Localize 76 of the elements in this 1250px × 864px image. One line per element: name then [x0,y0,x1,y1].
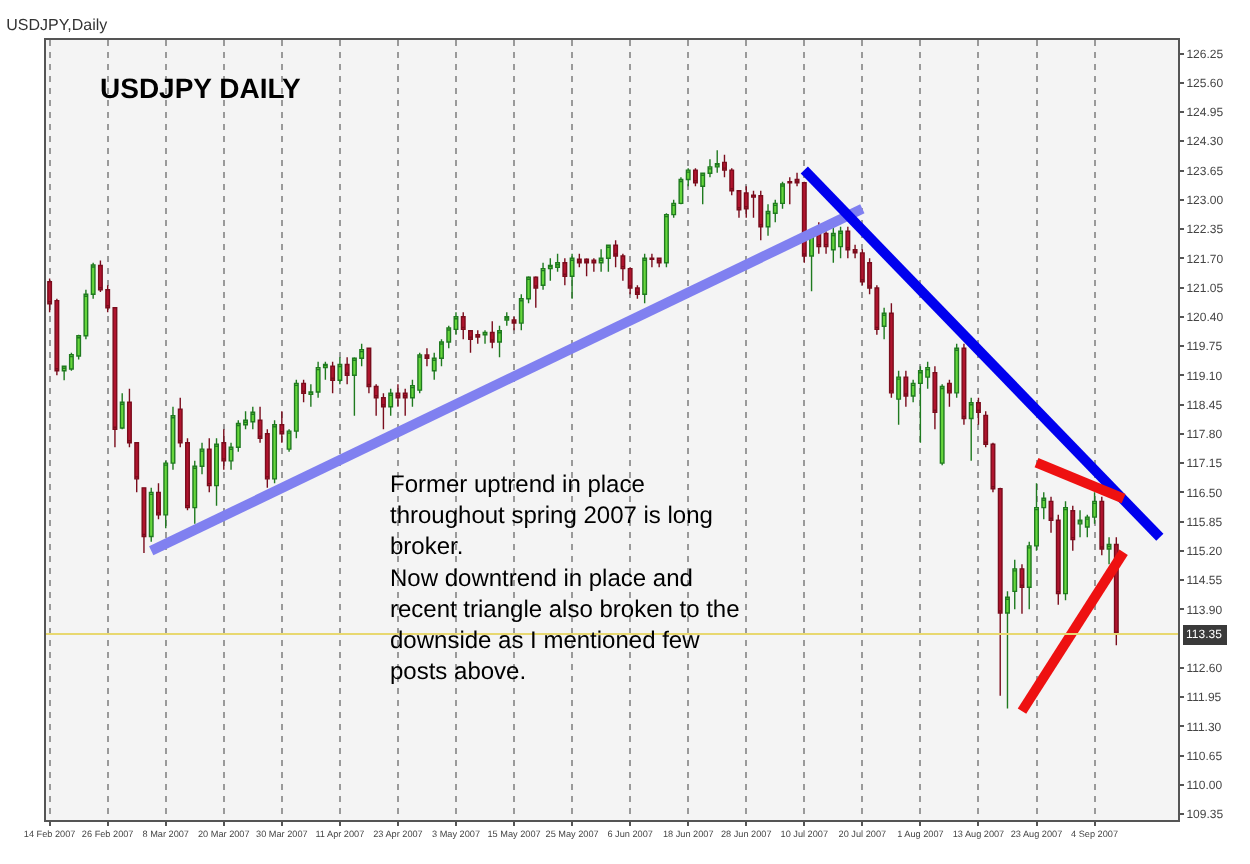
candlestick [315,361,321,399]
candlestick [656,257,662,268]
candlestick [714,149,720,174]
candlestick [279,410,285,444]
candlestick [344,356,350,386]
candlestick [569,253,575,300]
candlestick [881,307,887,340]
candlestick [250,406,256,431]
candlestick [576,253,582,268]
candlestick [156,482,161,521]
chart-title: USDJPY,Daily [6,16,108,35]
candlestick [301,379,307,404]
candlestick [743,185,749,219]
candlestick [1005,590,1010,710]
candlestick [888,302,894,399]
candlestick [562,257,568,286]
candlestick [939,383,945,467]
candlestick [859,248,865,286]
candlestick [917,365,923,444]
candlestick [1063,500,1068,602]
candlestick [475,329,481,345]
candlestick [591,257,597,273]
candlestick [214,437,219,507]
candlestick [482,329,488,345]
candlestick [903,370,909,408]
candlestick [221,428,227,471]
candlestick [830,226,836,264]
candlestick [1012,559,1018,611]
candlestick [598,248,604,273]
candlestick [968,397,974,462]
candlestick [402,388,408,417]
candlestick [119,392,125,431]
candlestick [489,320,495,349]
candlestick [148,487,154,543]
candlestick [1077,509,1083,539]
candlestick [547,257,553,282]
candlestick [838,226,844,259]
candlestick [584,257,590,277]
candlestick [511,316,517,331]
candlestick [555,253,561,273]
candlestick [932,365,938,431]
candlestick [961,343,967,426]
candlestick [272,419,278,485]
candlestick [380,392,386,431]
candlestick [765,203,771,237]
candlestick [141,487,147,554]
candlestick [460,311,466,340]
candlestick [337,356,343,386]
candlestick [330,361,336,395]
candlestick [692,167,698,187]
candlestick [1070,505,1076,552]
candlestick [388,388,394,417]
candlestick [787,176,793,205]
candlestick [642,253,648,304]
annotation: USDJPY DAILY [100,72,303,104]
candlestick [758,190,764,241]
candlestick [946,379,952,408]
candlestick [975,397,981,426]
candlestick [823,230,829,255]
candlestick [1099,496,1105,557]
candlestick [605,244,611,273]
candlestick [896,370,902,426]
candlestick [540,262,546,291]
candlestick [206,437,212,494]
candlestick [845,226,851,259]
candlestick [954,343,960,399]
candlestick [424,347,430,368]
annotation: Former uptrend in place throughout spring 2007 is long broker. Now downtrend in place and recent triangle also broken to the downside as I mentioned few posts above. [390,470,741,686]
candlestick [649,253,655,268]
candlestick [1106,536,1112,566]
candlestick [468,329,473,354]
candlestick [504,311,510,327]
candlestick [497,325,502,359]
candlestick [533,275,539,309]
candlestick [395,383,401,408]
candlestick [1019,563,1025,615]
